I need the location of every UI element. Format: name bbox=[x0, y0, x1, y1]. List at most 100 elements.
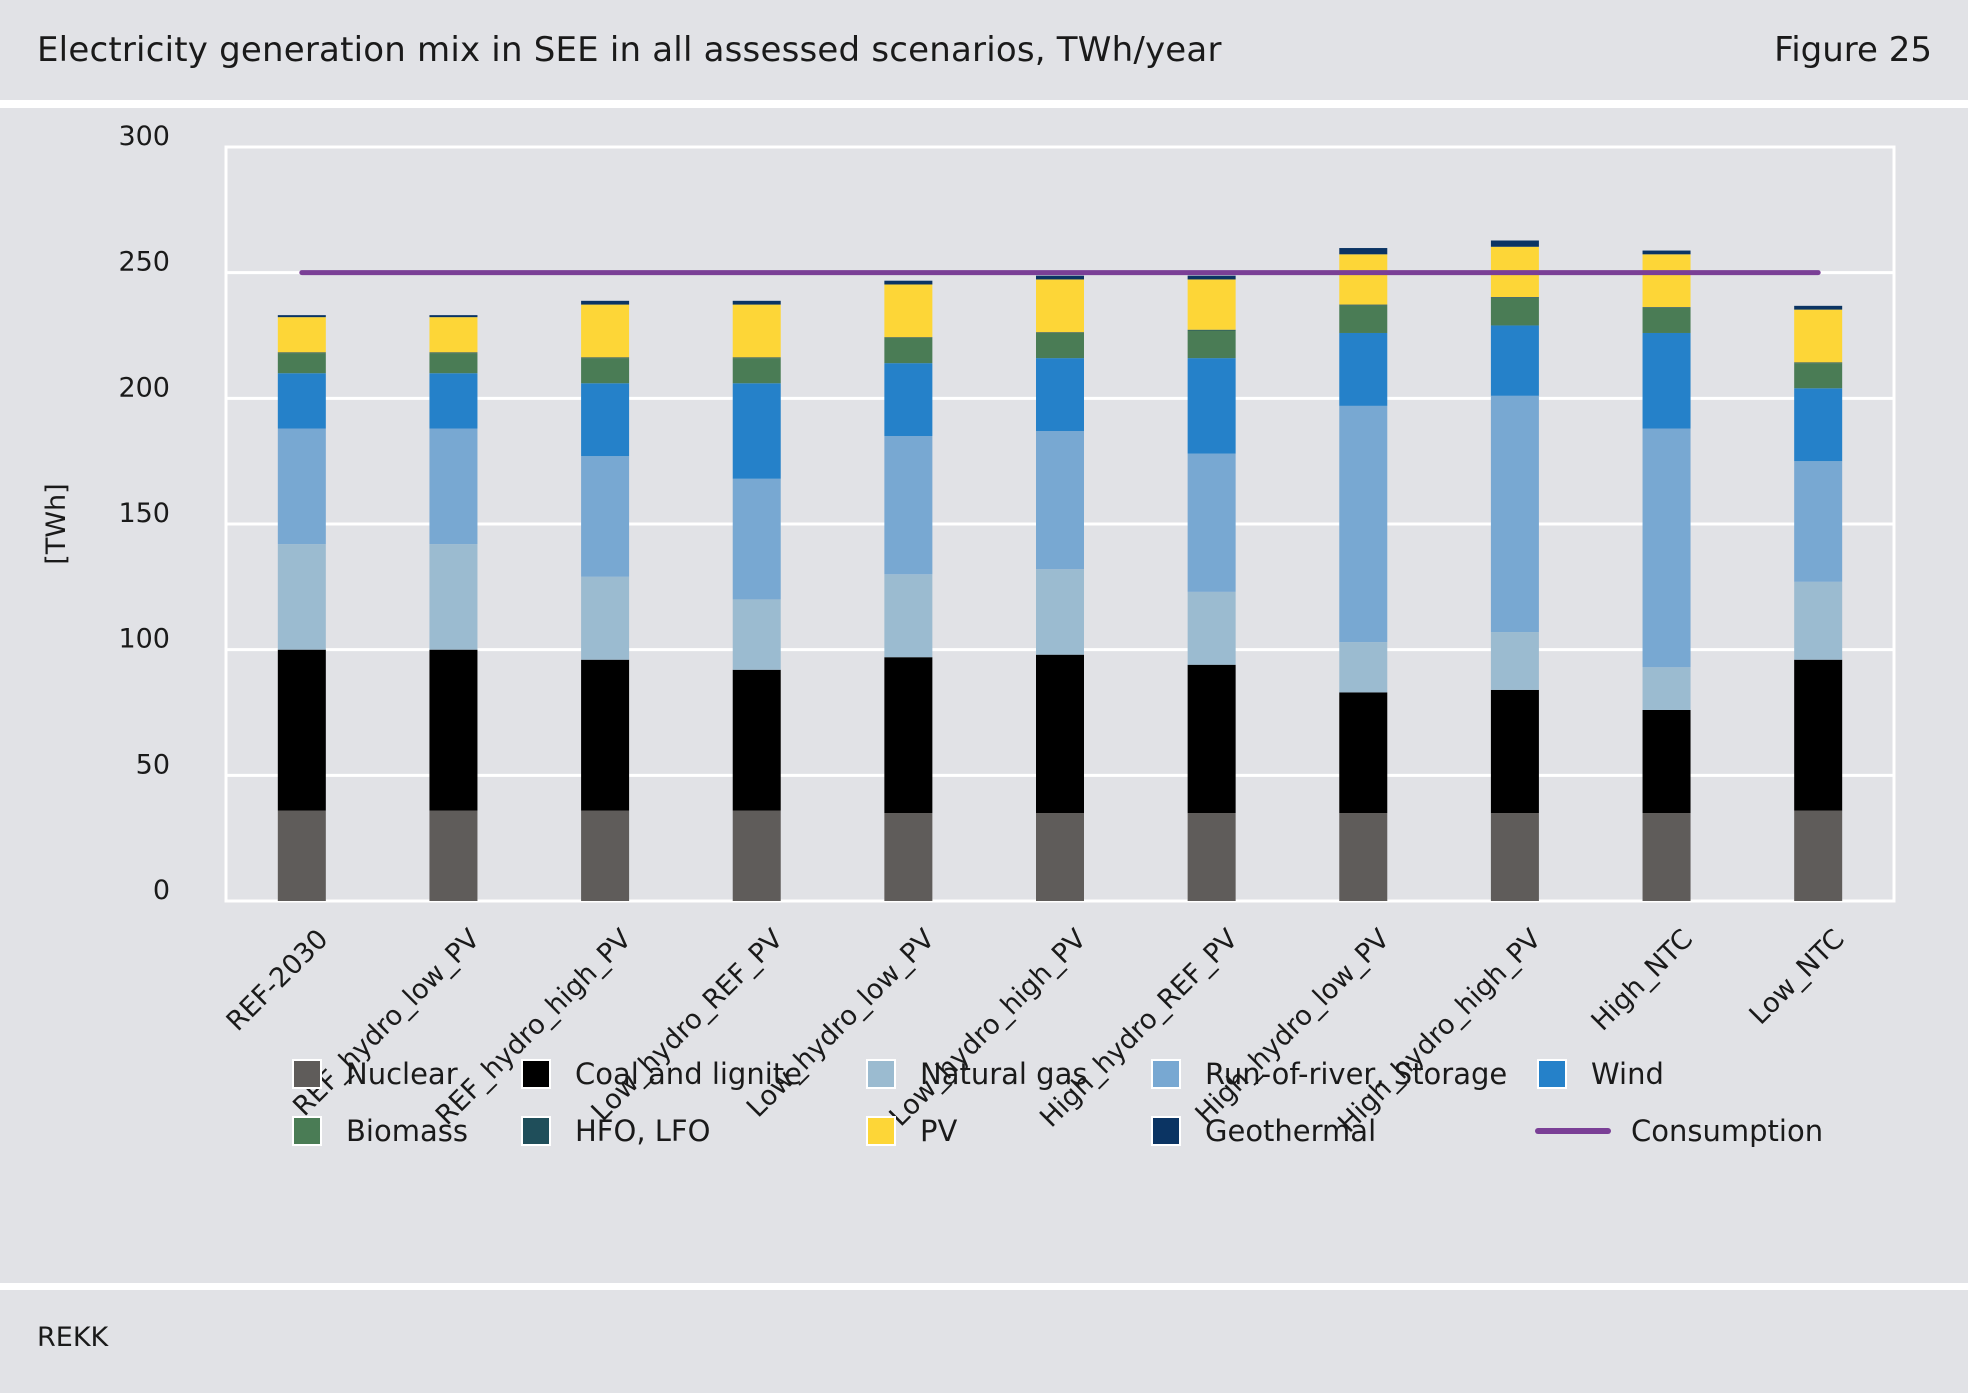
bar-segment-coal-and-lignite bbox=[1794, 659, 1843, 811]
bar-segment-geothermal bbox=[1642, 250, 1691, 255]
bar-segment-run-of-river-storage bbox=[581, 456, 630, 577]
bar-segment-wind bbox=[732, 383, 781, 479]
y-tick-label: 200 bbox=[118, 372, 170, 403]
bars bbox=[277, 240, 1843, 901]
bar-segment-natural-gas bbox=[1490, 632, 1539, 690]
bar-segment-run-of-river-storage bbox=[732, 478, 781, 600]
bar-segment-nuclear bbox=[1036, 813, 1084, 901]
bar-segment-coal-and-lignite bbox=[1642, 709, 1691, 814]
bar-segment-pv bbox=[1187, 279, 1236, 330]
bar-stack-high-hydro-ref-pv bbox=[1187, 275, 1236, 901]
bar-segment-pv bbox=[429, 317, 478, 353]
bar-segment-geothermal bbox=[581, 300, 630, 305]
y-axis-label: [TWh] bbox=[41, 483, 72, 564]
bar-stack-ref-hydro-high-pv bbox=[581, 300, 630, 901]
bar-segment-wind bbox=[1794, 388, 1843, 462]
bar-segment-coal-and-lignite bbox=[1187, 664, 1236, 814]
bar-segment-geothermal bbox=[732, 300, 781, 305]
bar-segment-run-of-river-storage bbox=[277, 428, 326, 545]
bar-segment-hfo-lfo bbox=[429, 352, 478, 354]
bar-segment-nuclear bbox=[732, 810, 781, 901]
stacked-bar-chart: 0 50 100 150 200 250 300 REF-2030REF_hydro_low… bbox=[41, 121, 1896, 1139]
x-tick-label: High_NTC bbox=[1586, 924, 1700, 1038]
bar-segment-natural-gas bbox=[884, 574, 933, 658]
figure-number: Figure 25 bbox=[1774, 30, 1932, 70]
bar-segment-hfo-lfo bbox=[1642, 307, 1691, 308]
bar-stack-low-hydro-ref-pv bbox=[732, 300, 781, 901]
bar-segment-hfo-lfo bbox=[1339, 304, 1388, 306]
bar-segment-run-of-river-storage bbox=[429, 428, 478, 545]
bar-segment-geothermal bbox=[1339, 248, 1388, 255]
y-tick-label: 300 bbox=[118, 121, 170, 152]
bar-segment-biomass bbox=[884, 338, 933, 364]
bar-segment-geothermal bbox=[1794, 305, 1843, 310]
bar-segment-natural-gas bbox=[732, 599, 781, 670]
bar-segment-pv bbox=[1642, 254, 1691, 308]
bar-segment-nuclear bbox=[1642, 813, 1691, 901]
y-tick-label: 250 bbox=[118, 247, 170, 278]
y-tick-label: 150 bbox=[118, 498, 170, 529]
y-tick-label: 100 bbox=[118, 624, 170, 655]
bar-segment-biomass bbox=[1339, 305, 1388, 333]
bar-segment-hfo-lfo bbox=[1187, 329, 1236, 331]
bar-segment-run-of-river-storage bbox=[1490, 395, 1539, 633]
bar-stack-ref-2030 bbox=[277, 315, 326, 901]
bar-segment-hfo-lfo bbox=[581, 357, 630, 359]
bar-segment-biomass bbox=[581, 358, 630, 384]
bar-segment-geothermal bbox=[1036, 275, 1084, 280]
bar-stack-high-hydro-low-pv bbox=[1339, 248, 1388, 901]
y-tick-label: 50 bbox=[136, 749, 170, 780]
bar-segment-natural-gas bbox=[1794, 581, 1843, 660]
chart-title: Electricity generation mix in SEE in all… bbox=[37, 30, 1222, 70]
bar-segment-biomass bbox=[1794, 363, 1843, 389]
bar-segment-nuclear bbox=[1794, 810, 1843, 901]
bar-segment-geothermal bbox=[1490, 240, 1539, 247]
bar-segment-geothermal bbox=[277, 315, 326, 318]
bar-segment-coal-and-lignite bbox=[429, 649, 478, 811]
bar-segment-coal-and-lignite bbox=[1490, 689, 1539, 814]
bar-segment-nuclear bbox=[277, 810, 326, 901]
x-tick-label: Low_NTC bbox=[1743, 924, 1850, 1031]
x-tick-label: REF-2030 bbox=[221, 924, 335, 1038]
bar-segment-run-of-river-storage bbox=[1642, 428, 1691, 668]
bar-stack-high-hydro-high-pv bbox=[1490, 240, 1539, 901]
y-axis-ticks: 0 50 100 150 200 250 300 bbox=[118, 121, 170, 906]
bar-segment-natural-gas bbox=[1642, 667, 1691, 710]
bar-segment-geothermal bbox=[1187, 275, 1236, 280]
bar-segment-natural-gas bbox=[581, 576, 630, 660]
bar-stack-low-hydro-low-pv bbox=[884, 280, 933, 901]
bar-segment-hfo-lfo bbox=[277, 352, 326, 354]
bar-segment-natural-gas bbox=[1187, 591, 1236, 665]
bar-segment-nuclear bbox=[1187, 813, 1236, 901]
y-tick-label: 0 bbox=[153, 875, 170, 906]
bar-segment-run-of-river-storage bbox=[1036, 431, 1084, 570]
bar-segment-wind bbox=[1490, 325, 1539, 396]
bar-segment-wind bbox=[1339, 332, 1388, 406]
bar-segment-pv bbox=[1036, 279, 1084, 333]
bar-segment-biomass bbox=[1490, 297, 1539, 326]
bar-segment-pv bbox=[884, 284, 933, 338]
bar-segment-wind bbox=[884, 363, 933, 437]
bar-segment-run-of-river-storage bbox=[1339, 405, 1388, 643]
bar-segment-hfo-lfo bbox=[732, 357, 781, 359]
bar-segment-hfo-lfo bbox=[1490, 297, 1539, 298]
bar-segment-nuclear bbox=[429, 810, 478, 901]
bar-segment-biomass bbox=[1036, 332, 1084, 359]
bar-segment-hfo-lfo bbox=[884, 337, 933, 339]
bar-segment-nuclear bbox=[581, 810, 630, 901]
bar-segment-wind bbox=[581, 383, 630, 457]
bar-segment-coal-and-lignite bbox=[277, 649, 326, 811]
x-axis-ticks: REF-2030REF_hydro_low_PVREF_hydro_high_P… bbox=[221, 923, 1851, 1139]
bar-segment-nuclear bbox=[1339, 813, 1388, 901]
figure-header: Electricity generation mix in SEE in all… bbox=[0, 0, 1968, 100]
bar-segment-pv bbox=[732, 304, 781, 358]
bar-segment-coal-and-lignite bbox=[732, 669, 781, 811]
bar-segment-geothermal bbox=[884, 280, 933, 285]
bar-segment-run-of-river-storage bbox=[1794, 461, 1843, 582]
bar-segment-biomass bbox=[429, 353, 478, 374]
bar-segment-wind bbox=[1187, 358, 1236, 454]
bar-segment-biomass bbox=[1642, 307, 1691, 333]
bar-segment-coal-and-lignite bbox=[1339, 692, 1388, 814]
bar-segment-biomass bbox=[732, 358, 781, 384]
bar-segment-run-of-river-storage bbox=[1187, 453, 1236, 592]
